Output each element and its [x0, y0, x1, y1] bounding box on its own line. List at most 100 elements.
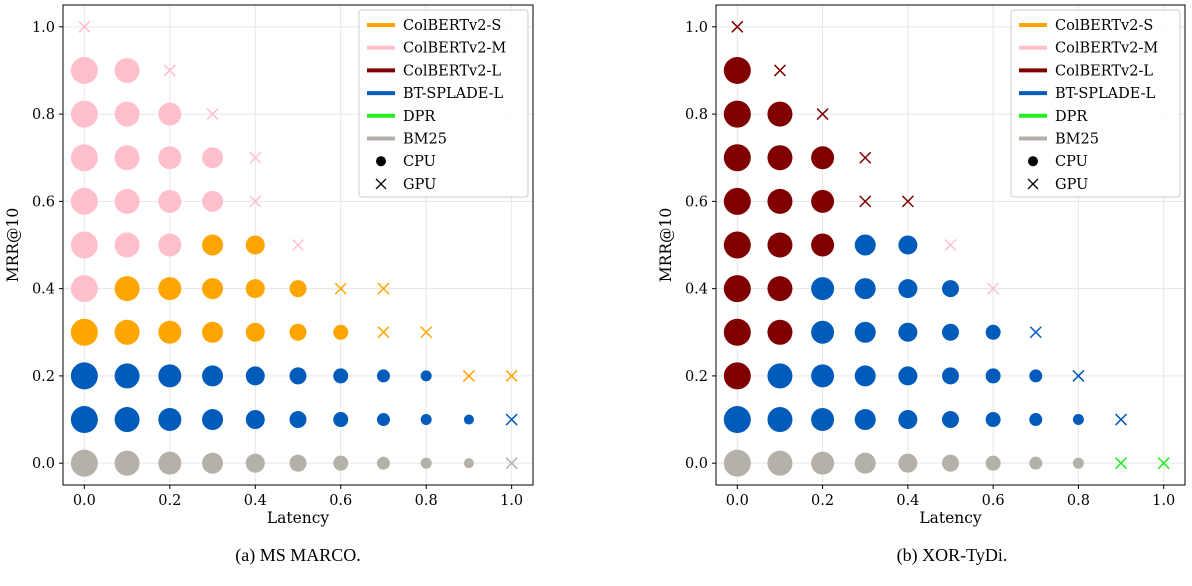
cpu-point [202, 190, 224, 212]
legend-entry: DPR [1055, 109, 1088, 125]
cpu-point [158, 146, 182, 170]
y-tick-label: 0.2 [32, 369, 55, 385]
x-tick-label: 0.8 [415, 493, 438, 509]
legend-entry: ColBERTv2-M [403, 41, 506, 57]
cpu-point [723, 362, 751, 390]
cpu-point [854, 365, 876, 387]
cpu-point [811, 408, 835, 432]
cpu-point [1029, 456, 1043, 470]
cpu-point [70, 362, 98, 390]
y-tick-label: 0.2 [685, 369, 708, 385]
cpu-point [854, 409, 876, 431]
chart-panel-1: 0.0 0.2 0.4 0.6 0.8 1.0 0.0 0.2 0.4 0.6 0.8 1.0 Late… [657, 4, 1186, 527]
x-axis-label: Latency [919, 509, 982, 527]
gpu-point [249, 195, 262, 208]
cpu-point [854, 452, 876, 474]
cpu-point [245, 235, 265, 255]
cpu-point [158, 277, 182, 301]
cpu-point [158, 320, 182, 344]
cpu-point [942, 454, 959, 472]
plot-frame [715, 4, 1186, 486]
y-tick-label: 0.0 [32, 456, 55, 472]
cpu-point [985, 324, 1001, 340]
legend: ColBERTv2-S ColBERTv2-M ColBERTv2-L BT-SPLA… [1010, 9, 1181, 198]
legend-box [358, 9, 529, 198]
cpu-point [333, 412, 349, 428]
legend-gpu-marker [1027, 178, 1039, 190]
cpu-point [333, 455, 349, 471]
y-tick-label: 0.0 [685, 456, 708, 472]
cpu-point [376, 413, 390, 427]
cpu-point [854, 278, 876, 300]
legend-entry: ColBERTv2-L [403, 63, 501, 79]
legend-entry: GPU [403, 177, 436, 193]
legend-entry: BM25 [403, 132, 447, 148]
gpu-point [420, 326, 433, 339]
legend-entry: ColBERTv2-L [1055, 63, 1153, 79]
y-tick-label: 0.6 [32, 194, 55, 210]
cpu-point [767, 188, 793, 214]
cpu-point [202, 147, 224, 169]
legend-entry: ColBERTv2-S [1055, 18, 1153, 34]
cpu-point [158, 451, 182, 475]
cpu-point [245, 366, 265, 386]
gpu-point [1072, 369, 1085, 382]
x-tick-label: 0.0 [73, 493, 96, 509]
y-axis-label: MRR@10 [4, 208, 22, 282]
cpu-point [158, 189, 182, 213]
cpu-point [723, 100, 751, 128]
cpu-point [202, 234, 224, 256]
cpu-point [114, 450, 140, 476]
cpu-point [202, 278, 224, 300]
gpu-point [462, 369, 475, 382]
x-tick-label: 0.6 [982, 493, 1005, 509]
cpu-point [898, 410, 918, 430]
gpu-point [377, 282, 390, 295]
legend-gpu-marker [375, 178, 387, 190]
cpu-point [942, 323, 959, 341]
cpu-point [767, 450, 793, 476]
legend-entry: BM25 [1055, 132, 1099, 148]
cpu-point [202, 452, 224, 474]
legend-entry: CPU [403, 154, 436, 170]
cpu-point [158, 233, 182, 257]
plot-frame [62, 4, 534, 486]
cpu-point [985, 412, 1001, 428]
caption-b: (b) XOR-TyDi. [896, 545, 1008, 565]
cpu-point [811, 364, 835, 388]
legend-entry: ColBERTv2-S [403, 18, 501, 34]
cpu-point [158, 408, 182, 432]
gpu-point [987, 282, 1000, 295]
cpu-point [811, 451, 835, 475]
cpu-point [723, 406, 751, 434]
x-tick-label: 1.0 [1152, 493, 1175, 509]
cpu-point [811, 146, 835, 170]
y-tick-label: 0.6 [685, 194, 708, 210]
caption-a: (a) MS MARCO. [235, 545, 361, 565]
cpu-point [463, 458, 474, 469]
cpu-point [114, 57, 140, 83]
cpu-point [985, 455, 1001, 471]
x-tick-label: 0.4 [896, 493, 919, 509]
cpu-point [811, 233, 835, 257]
cpu-point [114, 145, 140, 171]
cpu-point [158, 102, 182, 126]
data-points [70, 20, 518, 477]
gpu-point [505, 413, 518, 426]
cpu-point [811, 277, 835, 301]
legend-cpu-marker [376, 156, 386, 167]
cpu-point [70, 56, 98, 84]
legend-entry: GPU [1055, 177, 1088, 193]
gpu-point [1029, 326, 1042, 339]
cpu-point [898, 322, 918, 342]
legend-entry: DPR [403, 109, 436, 125]
x-tick-label: 1.0 [500, 493, 523, 509]
cpu-point [289, 323, 307, 341]
cpu-point [420, 370, 432, 382]
cpu-point [289, 411, 307, 429]
y-tick-label: 1.0 [685, 20, 708, 36]
legend-entry: ColBERTv2-M [1055, 41, 1158, 57]
cpu-point [376, 369, 390, 383]
cpu-point [767, 101, 793, 127]
